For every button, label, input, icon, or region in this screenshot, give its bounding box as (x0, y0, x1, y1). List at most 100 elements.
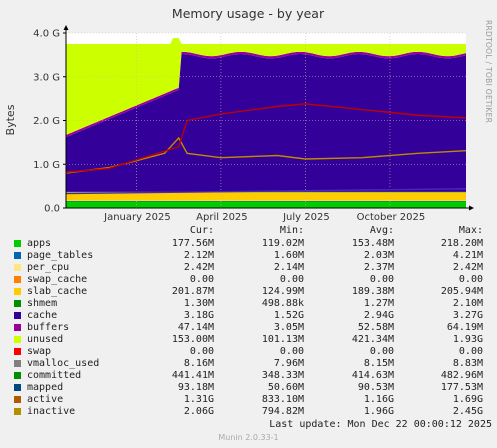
legend-swatch (14, 384, 21, 391)
legend-max: 2.42M (452, 262, 483, 273)
legend-min: 1.60M (273, 250, 304, 261)
legend-max: 3.27G (452, 310, 483, 321)
legend-label: active (27, 394, 64, 405)
x-axis-arrow (469, 205, 474, 211)
legend-cur: 0.00 (189, 274, 214, 285)
legend-min: 1.52G (273, 310, 304, 321)
legend-row-swap: swap 0.00 0.00 0.00 0.00 (14, 346, 489, 358)
legend-avg: 189.38M (351, 286, 394, 297)
legend-swatch (14, 300, 21, 307)
y-tick-label: 0.0 (44, 204, 60, 215)
legend-cur: 0.00 (189, 346, 214, 357)
legend-swatch (14, 408, 21, 415)
legend-label: inactive (27, 406, 76, 417)
legend-avg: 1.16G (363, 394, 394, 405)
legend-cur: 93.18M (177, 382, 214, 393)
legend-avg: 1.96G (363, 406, 394, 417)
x-tick-label: October 2025 (357, 212, 426, 223)
legend-label: apps (27, 238, 52, 249)
legend-swatch (14, 372, 21, 379)
legend-cur: 201.87M (171, 286, 214, 297)
legend-swatch (14, 264, 21, 271)
stack-area-slab-cache (66, 192, 466, 201)
x-tick-label: April 2025 (196, 212, 247, 223)
legend-label: shmem (27, 298, 58, 309)
legend-min: 119.02M (261, 238, 304, 249)
legend-swatch (14, 252, 21, 259)
legend-max: 205.94M (440, 286, 483, 297)
legend-row-mapped: mapped 93.18M 50.60M 90.53M 177.53M (14, 382, 489, 394)
legend-cur: 8.16M (183, 358, 214, 369)
y-tick-label: 4.0 G (33, 29, 60, 40)
legend-row-slab-cache: slab_cache 201.87M 124.99M 189.38M 205.94M (14, 286, 489, 298)
legend-header-min: Min: (279, 225, 304, 236)
last-update: Last update: Mon Dec 22 00:00:12 2025 (269, 419, 492, 430)
x-tick-label: July 2025 (282, 212, 330, 223)
legend-label: swap_cache (27, 274, 88, 285)
legend-swatch (14, 288, 21, 295)
legend-cur: 3.18G (183, 310, 214, 321)
legend-cur: 2.06G (183, 406, 214, 417)
legend-label: mapped (27, 382, 64, 393)
legend-max: 0.00 (458, 346, 483, 357)
legend-swatch (14, 336, 21, 343)
legend-row-inactive: inactive 2.06G 794.82M 1.96G 2.45G (14, 406, 489, 418)
legend-table: Cur: Min: Avg: Max: apps 177.56M 119.02M 15… (14, 225, 489, 418)
y-tick-label: 1.0 G (33, 160, 60, 171)
legend-row-apps: apps 177.56M 119.02M 153.48M 218.20M (14, 238, 489, 250)
legend-label: buffers (27, 322, 70, 333)
series-line-committed (65, 188, 467, 195)
legend-row-vmalloc-used: vmalloc_used 8.16M 7.96M 8.15M 8.83M (14, 358, 489, 370)
legend-avg: 414.63M (351, 370, 394, 381)
legend-max: 2.45G (452, 406, 483, 417)
legend-row-committed: committed 441.41M 348.33M 414.63M 482.96M (14, 370, 489, 382)
munin-version-footer: Munin 2.0.33-1 (218, 433, 279, 442)
legend-cur: 2.42M (183, 262, 214, 273)
legend-cur: 153.00M (171, 334, 214, 345)
legend-max: 218.20M (440, 238, 483, 249)
y-axis-label: Bytes (4, 104, 17, 135)
legend-max: 177.53M (440, 382, 483, 393)
legend-avg: 8.15M (363, 358, 394, 369)
legend-label: per_cpu (27, 262, 70, 273)
legend-row-swap-cache: swap_cache 0.00 0.00 0.00 0.00 (14, 274, 489, 286)
legend-cur: 177.56M (171, 238, 214, 249)
legend-label: page_tables (27, 250, 94, 261)
legend-header: Cur: Min: Avg: Max: (14, 225, 489, 238)
legend-row-buffers: buffers 47.14M 3.05M 52.58M 64.19M (14, 322, 489, 334)
legend-min: 833.10M (261, 394, 304, 405)
legend-header-avg: Avg: (369, 225, 394, 236)
legend-avg: 2.94G (363, 310, 394, 321)
plot-area: 0.0 1.0 G 2.0 G 3.0 G 4.0 G January 2025 April… (33, 25, 474, 223)
legend-avg: 90.53M (357, 382, 394, 393)
legend-label: cache (27, 310, 58, 321)
legend-min: 50.60M (267, 382, 304, 393)
legend-swatch (14, 240, 21, 247)
legend-max: 4.21M (452, 250, 483, 261)
legend-swatch (14, 324, 21, 331)
legend-row-per-cpu: per_cpu 2.42M 2.14M 2.37M 2.42M (14, 262, 489, 274)
legend-cur: 1.30M (183, 298, 214, 309)
legend-row-shmem: shmem 1.30M 498.88k 1.27M 2.10M (14, 298, 489, 310)
legend-header-max: Max: (458, 225, 483, 236)
legend-min: 101.13M (261, 334, 304, 345)
legend-max: 1.93G (452, 334, 483, 345)
legend-min: 7.96M (273, 358, 304, 369)
stack-area-unused (66, 37, 466, 135)
legend-swatch (14, 276, 21, 283)
legend-cur: 2.12M (183, 250, 214, 261)
legend-swatch (14, 348, 21, 355)
legend-avg: 153.48M (351, 238, 394, 249)
chart-title: Memory usage - by year (172, 6, 325, 21)
legend-label: unused (27, 334, 64, 345)
legend-max: 2.10M (452, 298, 483, 309)
legend-label: vmalloc_used (27, 358, 100, 369)
y-tick-label: 2.0 G (33, 116, 60, 127)
legend-avg: 52.58M (357, 322, 394, 333)
legend-cur: 1.31G (183, 394, 214, 405)
stack-area-apps (66, 201, 466, 208)
memory-usage-chart: Memory usage - by year Bytes RRDTOOL / T… (4, 6, 493, 223)
legend-label: swap (27, 346, 52, 357)
legend-max: 1.69G (452, 394, 483, 405)
legend-min: 498.88k (261, 298, 304, 309)
